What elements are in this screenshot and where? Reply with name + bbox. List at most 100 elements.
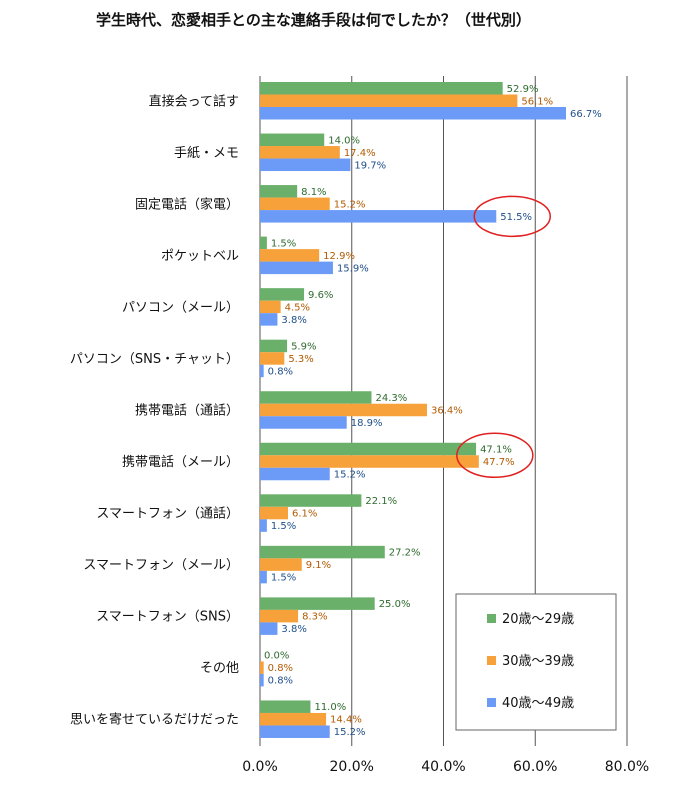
data-label: 17.4%: [344, 148, 376, 159]
bar: [260, 364, 264, 378]
data-label: 0.0%: [264, 651, 289, 662]
bar: [260, 570, 267, 584]
highlight-circle: [456, 432, 534, 479]
highlight-circles: [456, 195, 552, 479]
category-label: パソコン（SNS・チャット）: [70, 352, 239, 367]
category-label: 固定電話（家電）: [135, 196, 239, 212]
data-label: 1.5%: [271, 521, 296, 532]
category-label: その他: [200, 661, 239, 676]
data-label: 25.0%: [379, 599, 411, 610]
data-label: 15.2%: [334, 470, 366, 481]
bar: [260, 506, 288, 520]
bar: [260, 94, 518, 107]
data-label: 27.2%: [389, 548, 421, 559]
bar: [260, 236, 267, 250]
bar: [260, 185, 298, 198]
data-label: 0.8%: [268, 663, 293, 674]
bar: [260, 442, 477, 456]
data-label: 24.3%: [375, 393, 407, 404]
legend-swatch: [487, 656, 496, 665]
data-label: 4.5%: [285, 302, 310, 313]
bar: [260, 249, 320, 262]
value-labels: 52.9%56.1% 66.7% 14.0% 17.4%19.7% 8.1% 15.2% 5…: [264, 84, 602, 738]
category-label: 携帯電話（メール）: [122, 454, 239, 470]
bar: [260, 391, 372, 404]
data-label: 14.0%: [328, 135, 360, 146]
bar: [260, 146, 340, 159]
data-label: 18.9%: [351, 418, 383, 429]
bar: [260, 107, 566, 120]
data-label: 6.1%: [292, 509, 317, 520]
legend-label: 40歳～49歳: [502, 696, 574, 711]
bar: [260, 300, 281, 314]
bar: [260, 210, 497, 223]
bar: [260, 622, 278, 635]
category-label: ポケットベル: [161, 249, 239, 264]
bar: [260, 339, 288, 353]
bar: [260, 519, 267, 532]
data-label: 15.9%: [337, 263, 369, 274]
bar: [260, 558, 302, 571]
legend-label: 30歳～39歳: [502, 654, 574, 669]
data-label: 12.9%: [323, 251, 355, 262]
x-tick-label: 0.0%: [242, 759, 278, 775]
bar: [260, 313, 278, 326]
bar: [260, 609, 299, 623]
data-label: 22.1%: [365, 496, 397, 507]
bar: [260, 288, 305, 301]
bar: [260, 403, 427, 417]
bar: [260, 661, 264, 674]
x-tick-label: 60.0%: [513, 759, 557, 775]
legend-swatch: [487, 698, 496, 707]
data-label: 5.3%: [288, 354, 313, 365]
category-label: スマートフォン（通話）: [96, 506, 239, 522]
x-tick-label: 40.0%: [421, 759, 465, 775]
bar: [260, 673, 264, 687]
data-label: 3.8%: [281, 315, 306, 326]
data-label: 11.0%: [314, 702, 346, 713]
category-label: 思いを寄せているだけだった: [70, 712, 239, 728]
data-label: 15.2%: [334, 199, 366, 210]
data-label: 0.8%: [268, 676, 293, 687]
data-label: 1.5%: [271, 573, 296, 584]
data-label: 9.6%: [308, 290, 333, 301]
data-label: 66.7%: [570, 109, 602, 120]
bar: [260, 416, 347, 429]
bar: [260, 712, 327, 726]
bars: [260, 82, 566, 738]
legend-swatch: [487, 614, 496, 623]
bar: [260, 700, 311, 713]
data-label: 9.1%: [306, 560, 331, 571]
bar: [260, 261, 333, 275]
legend-label: 20歳～29歳: [502, 612, 574, 627]
bar: [260, 545, 385, 559]
data-label: 15.2%: [334, 727, 366, 738]
x-tick-label: 20.0%: [330, 759, 374, 775]
data-label: 0.8%: [268, 366, 293, 377]
bar: [260, 467, 330, 481]
data-label: 5.9%: [291, 341, 316, 352]
data-label: 1.5%: [271, 238, 296, 249]
data-label: 47.7%: [483, 457, 515, 468]
data-label: 3.8%: [281, 624, 306, 635]
data-label: 52.9%: [507, 84, 539, 95]
highlight-circle: [473, 195, 552, 238]
category-label: 直接会って話す: [149, 93, 239, 109]
category-label: パソコン（メール）: [122, 300, 239, 315]
legend-box: [455, 593, 617, 731]
data-label: 14.4%: [330, 715, 362, 726]
bar: [260, 158, 351, 172]
data-label: 56.1%: [521, 96, 553, 107]
x-tick-label: 80.0%: [605, 759, 649, 775]
data-label: 36.4%: [431, 405, 463, 416]
category-label: スマートフォン（SNS）: [96, 610, 239, 625]
category-label: 手紙・メモ: [174, 146, 239, 161]
data-label: 19.7%: [354, 160, 386, 171]
category-label: 携帯電話（通話）: [135, 402, 239, 418]
bar: [260, 597, 375, 610]
data-label: 47.1%: [480, 445, 512, 456]
x-axis-ticks: 0.0% 20.0% 40.0% 60.0% 80.0%: [242, 759, 649, 775]
chart-title: 学生時代、恋愛相手との主な連絡手段は何でしたか？（世代別）: [96, 11, 531, 29]
